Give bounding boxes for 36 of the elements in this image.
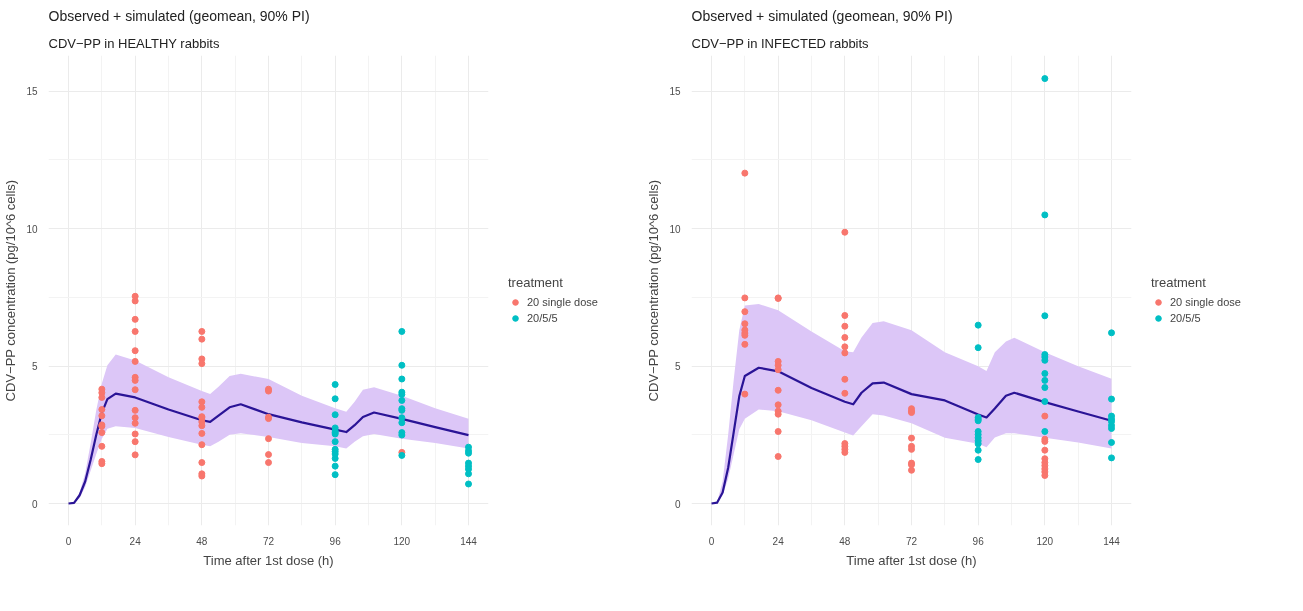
y-tick-label: 5 — [31, 361, 38, 373]
x-tick-label: 120 — [393, 535, 411, 547]
x-tick-label: 96 — [972, 535, 985, 547]
chart-subtitle: CDV−PP in INFECTED rabbits — [691, 35, 870, 51]
y-tick-label: 10 — [26, 223, 38, 235]
x-tick-label: 24 — [129, 535, 142, 547]
legend-label: 20 single dose — [1170, 296, 1241, 308]
chart-subtitle: CDV−PP in HEALTHY rabbits — [48, 35, 220, 51]
y-axis-title: CDV−PP concentration (pg/10^6 cells) — [3, 179, 19, 402]
chart-title: Observed + simulated (geomean, 90% PI) — [691, 7, 953, 24]
x-tick-label: 48 — [196, 535, 208, 547]
y-axis-title: CDV−PP concentration (pg/10^6 cells) — [646, 179, 662, 402]
x-tick-label: 144 — [1103, 535, 1121, 547]
x-tick-label: 72 — [262, 535, 275, 547]
x-tick-label: 144 — [460, 535, 478, 547]
legend-title: treatment — [1151, 275, 1207, 290]
y-tick-label: 10 — [669, 223, 681, 235]
x-tick-label: 48 — [839, 535, 851, 547]
y-tick-label: 15 — [26, 86, 38, 98]
y-tick-label: 0 — [674, 498, 681, 510]
legend-title: treatment — [508, 275, 564, 290]
x-tick-label: 0 — [708, 535, 715, 547]
x-tick-label: 120 — [1036, 535, 1054, 547]
y-tick-label: 15 — [669, 86, 681, 98]
y-tick-label: 0 — [31, 498, 38, 510]
x-tick-label: 96 — [329, 535, 342, 547]
x-tick-label: 0 — [65, 535, 72, 547]
legend-label: 20/5/5 — [1170, 312, 1201, 324]
chart-title: Observed + simulated (geomean, 90% PI) — [48, 7, 310, 24]
y-tick-label: 5 — [674, 361, 681, 373]
x-tick-label: 24 — [772, 535, 785, 547]
x-axis-title: Time after 1st dose (h) — [846, 552, 977, 568]
legend-label: 20/5/5 — [527, 312, 558, 324]
x-tick-label: 72 — [905, 535, 918, 547]
legend-label: 20 single dose — [527, 296, 598, 308]
x-axis-title: Time after 1st dose (h) — [203, 552, 334, 568]
